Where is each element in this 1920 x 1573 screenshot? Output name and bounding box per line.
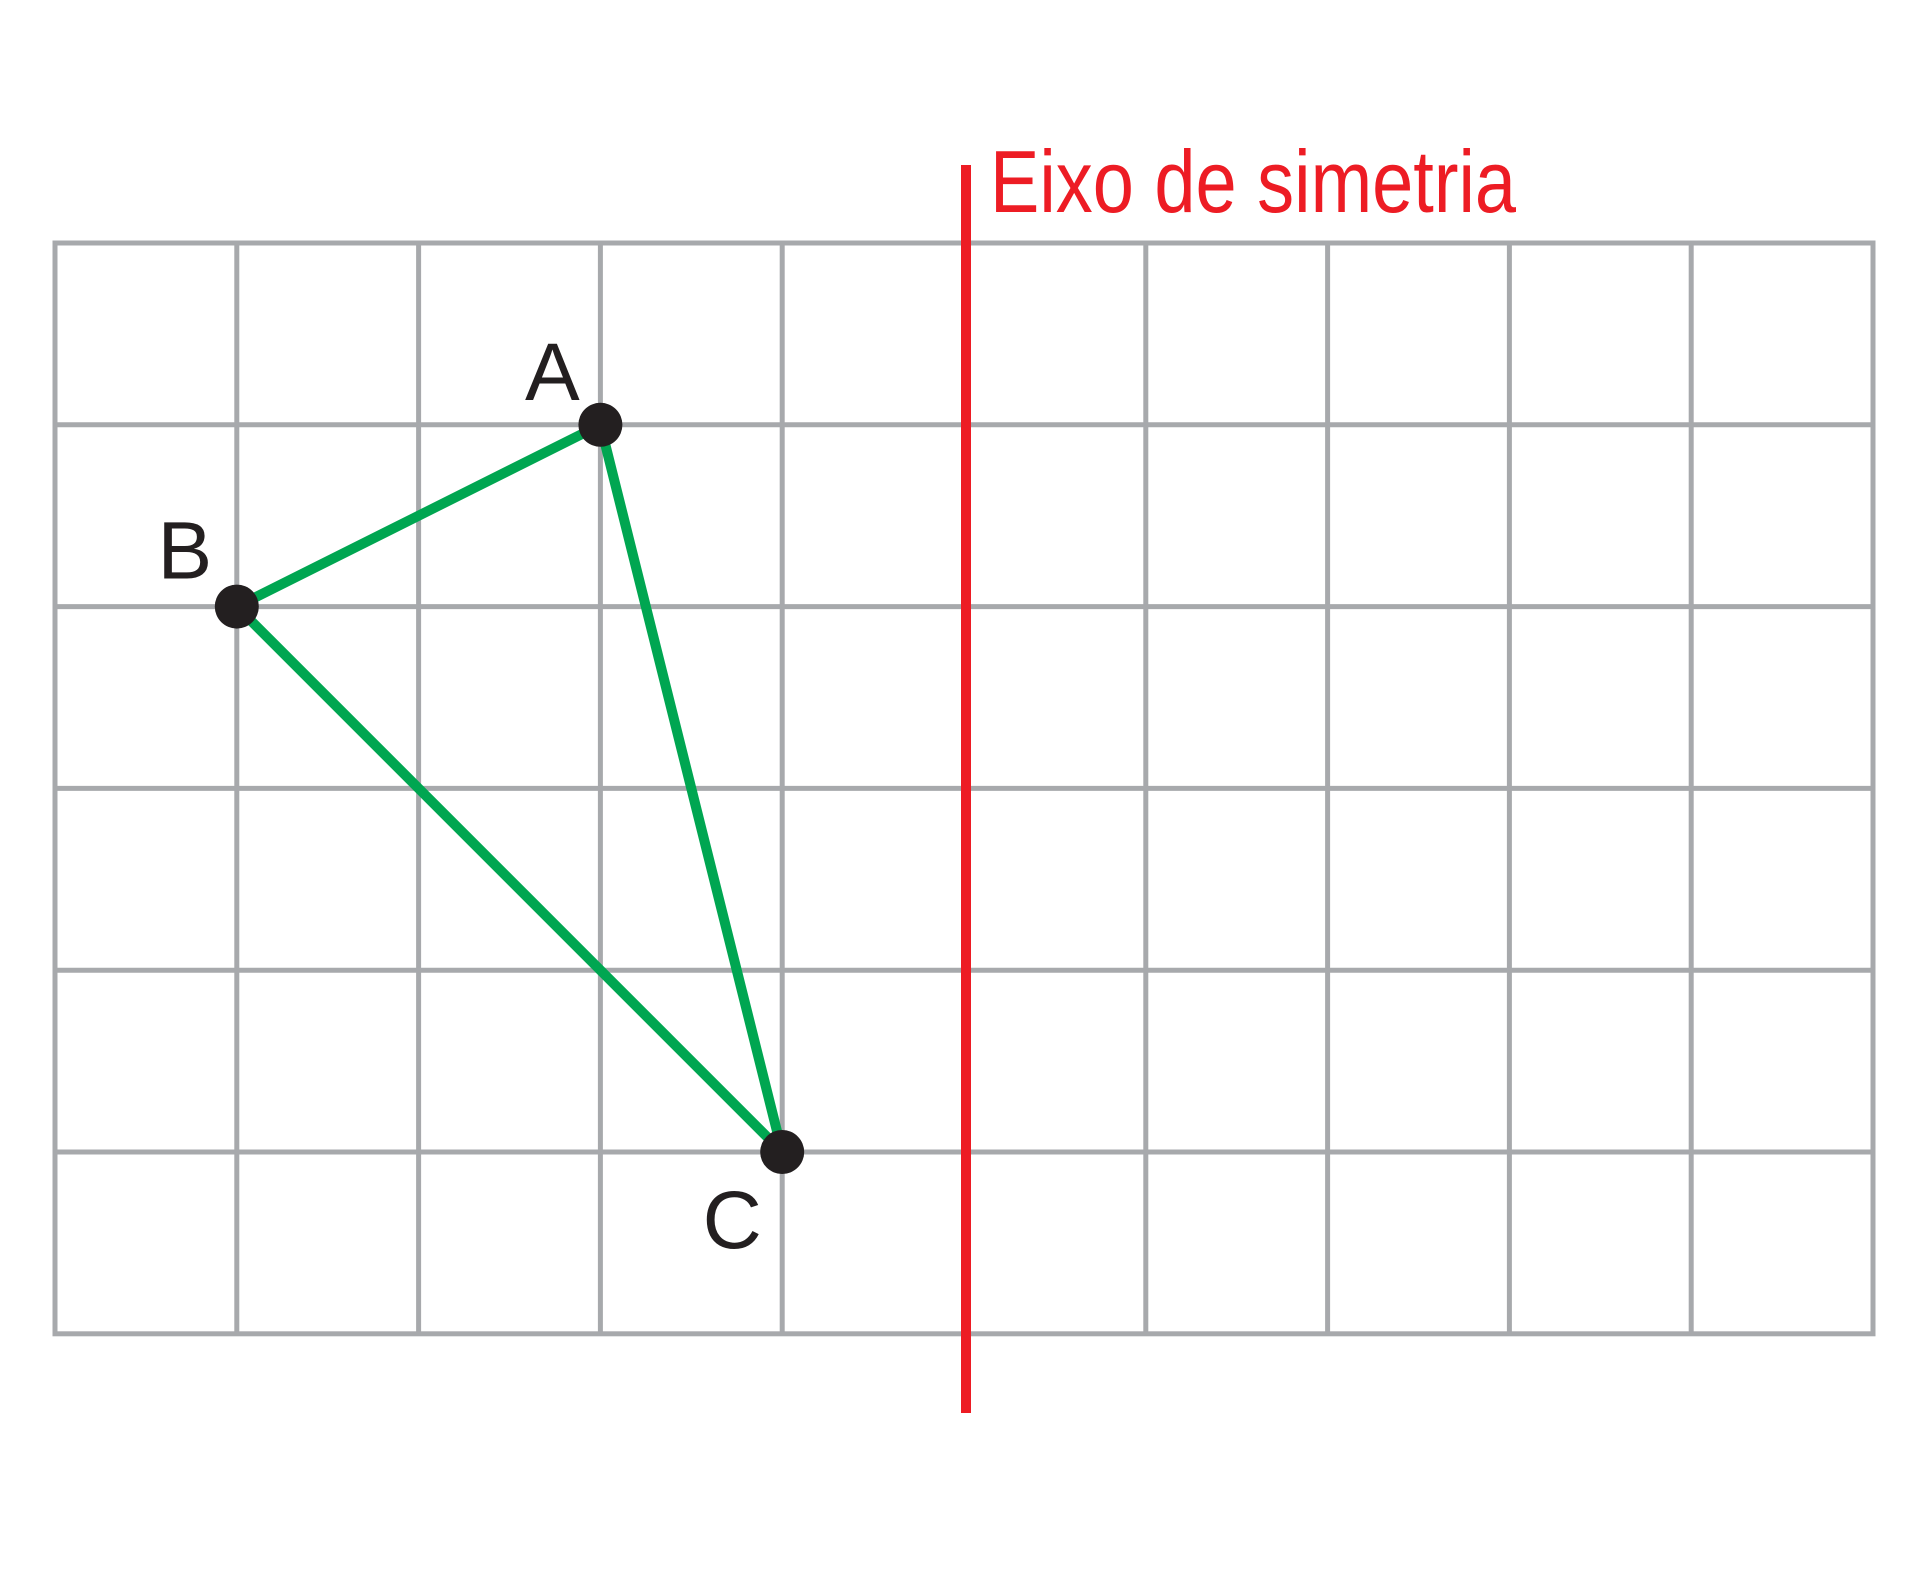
triangle-edge-ca: [595, 419, 788, 1157]
triangle-edge-ab: [231, 419, 606, 612]
vertex-c-point: [760, 1130, 805, 1174]
axis-of-symmetry-label: Eixo de simetria: [990, 132, 1516, 231]
axis-of-symmetry: Eixo de simetria: [961, 132, 1516, 1413]
vertex-a-point: [578, 402, 623, 447]
triangle-vertices: A B C: [157, 327, 805, 1266]
triangle-edges: [231, 419, 788, 1157]
triangle-edge-bc: [231, 601, 788, 1157]
vertex-b-point: [214, 584, 259, 629]
vertex-a-label: A: [525, 327, 580, 418]
vertex-c-label: C: [703, 1175, 762, 1266]
vertex-b-label: B: [157, 506, 212, 597]
